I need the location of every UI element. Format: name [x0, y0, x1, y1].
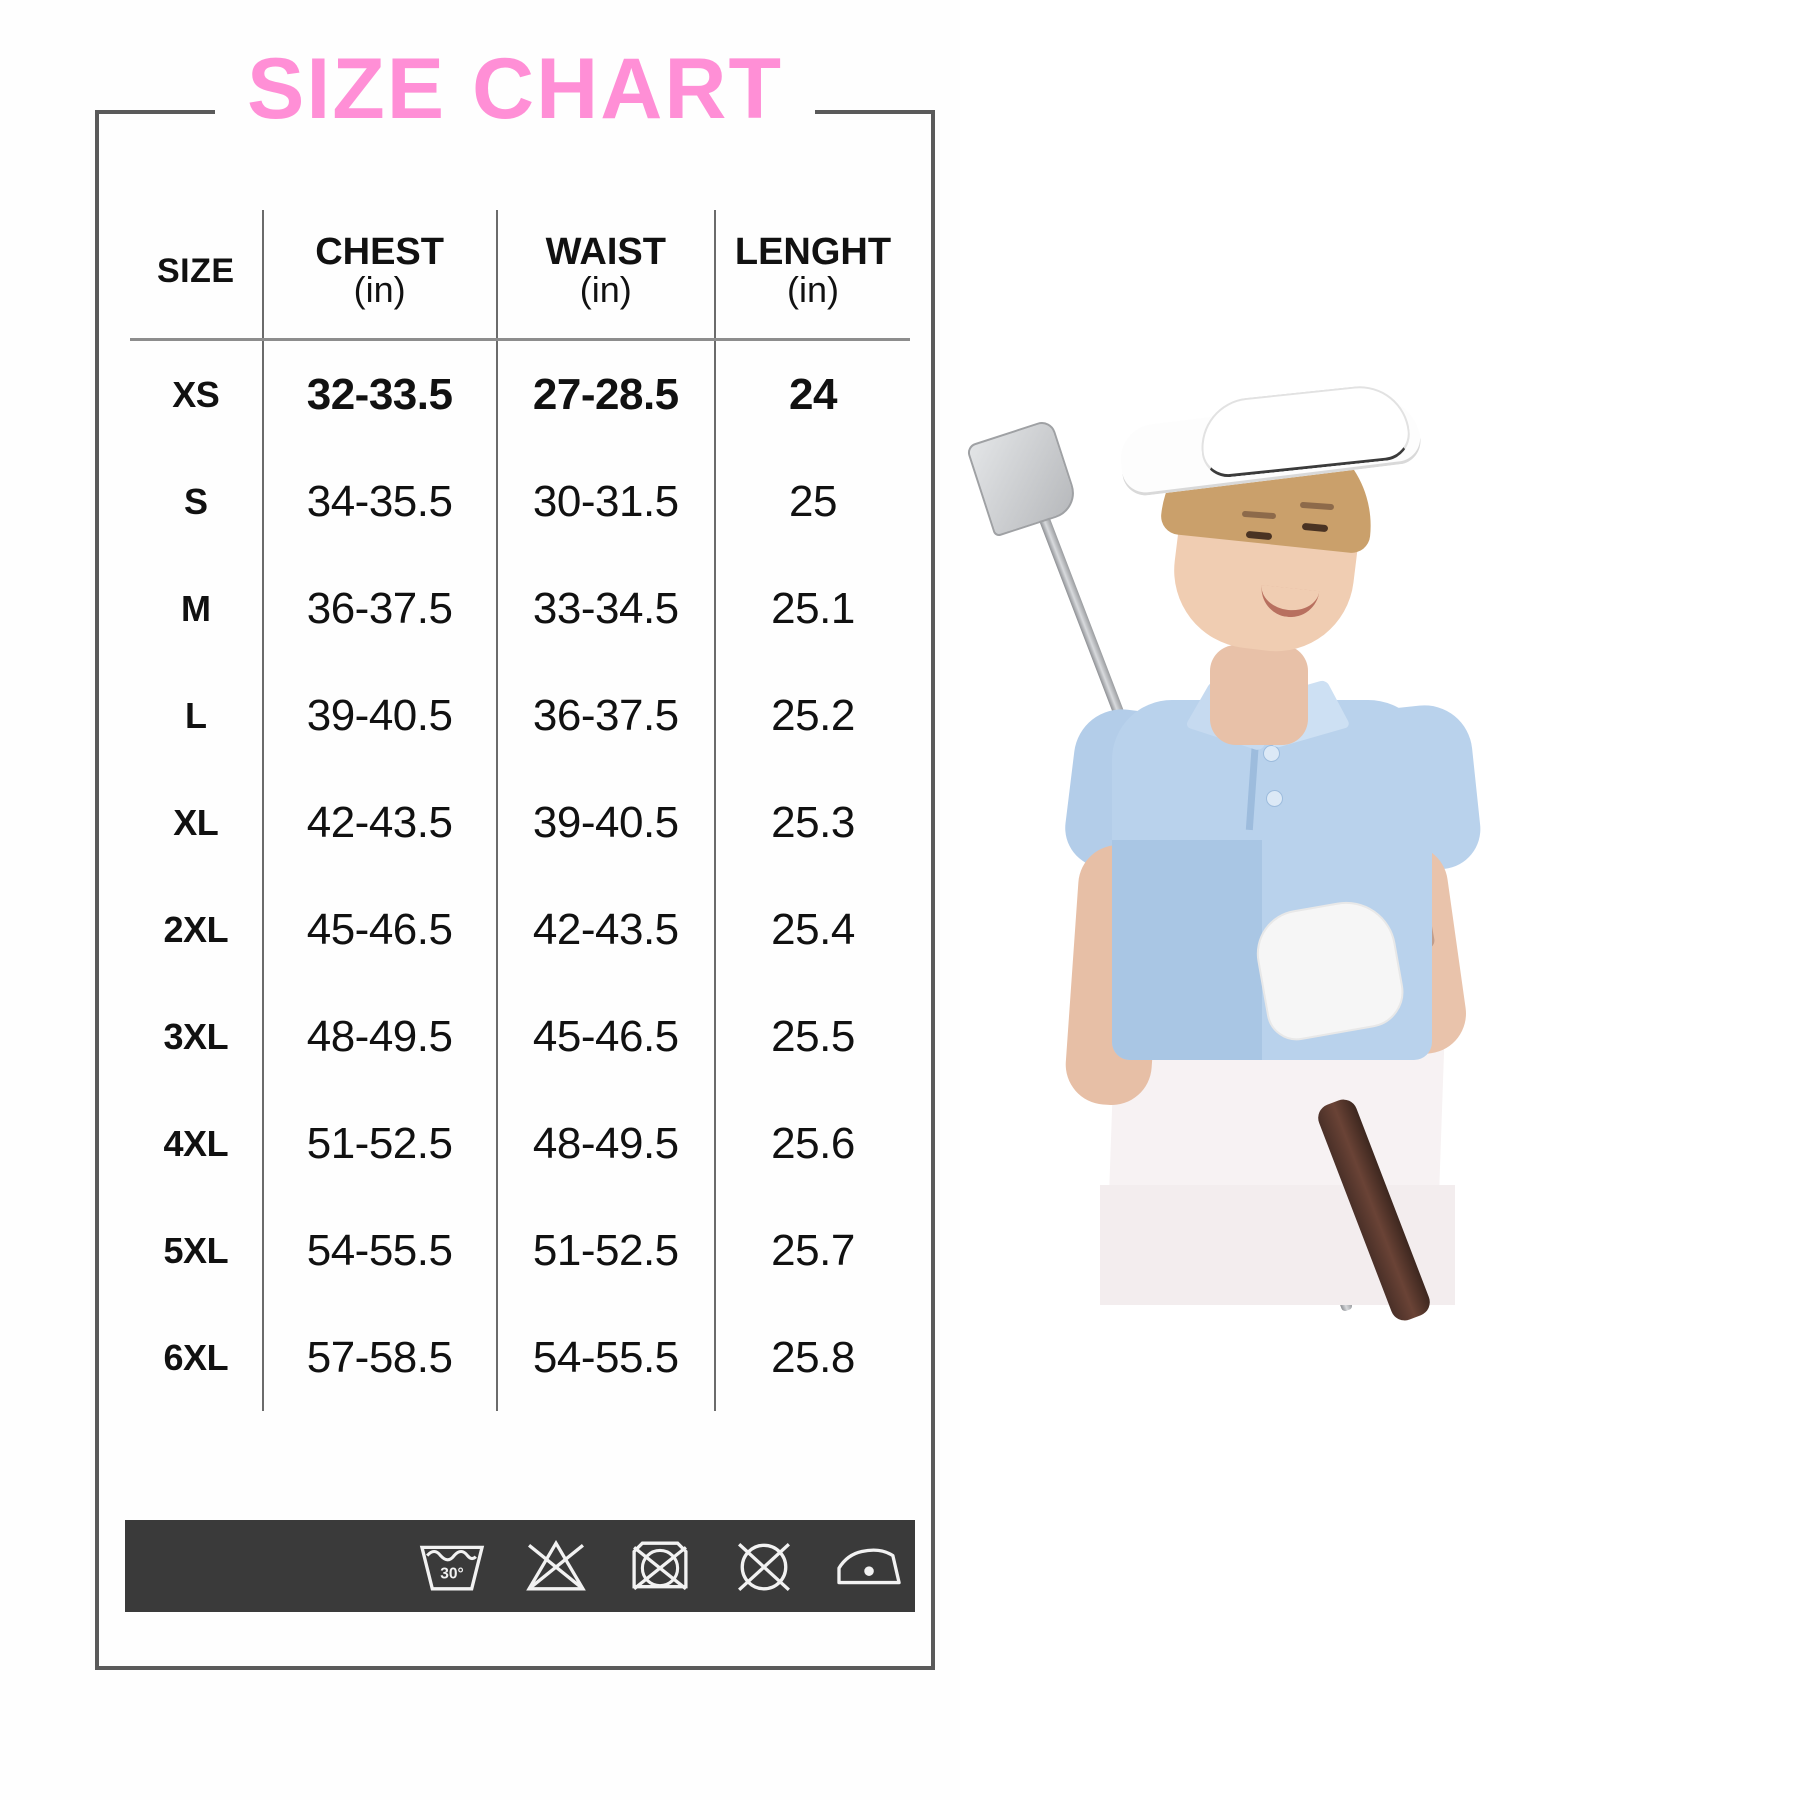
- frame-top-left-stub: [95, 110, 215, 114]
- cell-size: M: [181, 587, 211, 629]
- cell-size: 6XL: [163, 1336, 229, 1378]
- column-header-waist-label: WAIST: [545, 231, 666, 274]
- product-photo: [960, 0, 1800, 1800]
- polo-button-bottom: [1266, 790, 1283, 807]
- cell-waist: 54-55.5: [495, 1304, 715, 1411]
- table-row: S 34-35.5 30-31.5 25: [130, 448, 910, 555]
- column-header-size-label: SIZE: [157, 251, 235, 290]
- cell-length: 25.7: [713, 1197, 910, 1304]
- column-header-length-label: LENGHT: [734, 231, 892, 274]
- iron-icon: [829, 1535, 907, 1597]
- page-title: SIZE CHART: [247, 41, 783, 137]
- cell-size: XL: [173, 801, 219, 843]
- cell-size: S: [184, 480, 208, 522]
- table-row: XL 42-43.5 39-40.5 25.3: [130, 769, 910, 876]
- care-instruction-bar: 30°: [125, 1520, 915, 1612]
- do-not-dry-clean-icon: [725, 1535, 803, 1597]
- cell-length: 25.2: [713, 662, 910, 769]
- size-table: SIZE CHEST (in) WAIST (in) LENGHT (in): [130, 210, 910, 1411]
- cell-waist: 48-49.5: [495, 1090, 715, 1197]
- table-row: 4XL 51-52.5 48-49.5 25.6: [130, 1090, 910, 1197]
- cell-waist: 51-52.5: [495, 1197, 715, 1304]
- do-not-tumble-dry-icon: [621, 1535, 699, 1597]
- cell-chest: 32-33.5: [261, 339, 497, 448]
- column-header-chest-unit: (in): [353, 269, 406, 311]
- wash-30-icon: 30°: [413, 1535, 491, 1597]
- cell-size: XS: [172, 373, 220, 415]
- size-chart-panel: SIZE CHEST (in) WAIST (in) LENGHT (in): [95, 110, 935, 1670]
- cell-length: 25.5: [713, 983, 910, 1090]
- frame-left-border: [95, 110, 99, 1670]
- cell-length: 25.4: [713, 876, 910, 983]
- header-row: SIZE CHEST (in) WAIST (in) LENGHT (in): [130, 210, 910, 341]
- cell-length: 25.1: [713, 555, 910, 662]
- cell-size: L: [185, 694, 207, 736]
- table-row: 5XL 54-55.5 51-52.5 25.7: [130, 1197, 910, 1304]
- size-table-body: XS 32-33.5 27-28.5 24 S 34-35.5 30-31.5 …: [130, 339, 910, 1411]
- cell-chest: 45-46.5: [261, 876, 497, 983]
- cell-size: 5XL: [163, 1229, 229, 1271]
- cell-size: 4XL: [163, 1122, 229, 1164]
- cell-waist: 27-28.5: [495, 339, 715, 448]
- cell-chest: 36-37.5: [261, 555, 497, 662]
- wash-temperature-label: 30°: [440, 1565, 463, 1582]
- cell-chest: 57-58.5: [261, 1304, 497, 1411]
- cell-waist: 30-31.5: [495, 448, 715, 555]
- polo-shirt-shade: [1112, 840, 1262, 1060]
- cell-length: 25.3: [713, 769, 910, 876]
- column-header-length-unit: (in): [786, 269, 839, 311]
- cell-waist: 36-37.5: [495, 662, 715, 769]
- table-row: XS 32-33.5 27-28.5 24: [130, 339, 910, 448]
- cell-length: 25.8: [713, 1304, 910, 1411]
- cell-size: 3XL: [163, 1015, 229, 1057]
- cell-length: 25: [713, 448, 910, 555]
- cell-chest: 51-52.5: [261, 1090, 497, 1197]
- cell-waist: 45-46.5: [495, 983, 715, 1090]
- cell-length: 25.6: [713, 1090, 910, 1197]
- cell-size: 2XL: [163, 908, 229, 950]
- frame-top-right-stub: [815, 110, 935, 114]
- column-header-length: LENGHT (in): [713, 210, 910, 341]
- cell-chest: 42-43.5: [261, 769, 497, 876]
- cell-waist: 33-34.5: [495, 555, 715, 662]
- column-header-size: SIZE: [130, 210, 263, 341]
- size-table-header: SIZE CHEST (in) WAIST (in) LENGHT (in): [130, 210, 910, 341]
- column-header-waist: WAIST (in): [495, 210, 715, 341]
- cell-chest: 54-55.5: [261, 1197, 497, 1304]
- column-header-chest: CHEST (in): [261, 210, 497, 341]
- column-header-chest-label: CHEST: [315, 231, 444, 274]
- table-row: M 36-37.5 33-34.5 25.1: [130, 555, 910, 662]
- cell-chest: 34-35.5: [261, 448, 497, 555]
- table-row: 6XL 57-58.5 54-55.5 25.8: [130, 1304, 910, 1411]
- frame-bottom-border: [95, 1666, 935, 1670]
- frame-right-border: [931, 110, 935, 1670]
- cell-waist: 39-40.5: [495, 769, 715, 876]
- table-row: 3XL 48-49.5 45-46.5 25.5: [130, 983, 910, 1090]
- model-neck: [1210, 645, 1308, 745]
- cell-waist: 42-43.5: [495, 876, 715, 983]
- do-not-bleach-icon: [517, 1535, 595, 1597]
- table-row: L 39-40.5 36-37.5 25.2: [130, 662, 910, 769]
- cell-length: 24: [713, 339, 910, 448]
- size-table-wrapper: SIZE CHEST (in) WAIST (in) LENGHT (in): [130, 210, 910, 1460]
- column-header-waist-unit: (in): [579, 269, 632, 311]
- cell-chest: 48-49.5: [261, 983, 497, 1090]
- cell-chest: 39-40.5: [261, 662, 497, 769]
- table-row: 2XL 45-46.5 42-43.5 25.4: [130, 876, 910, 983]
- polo-button-top: [1263, 745, 1280, 762]
